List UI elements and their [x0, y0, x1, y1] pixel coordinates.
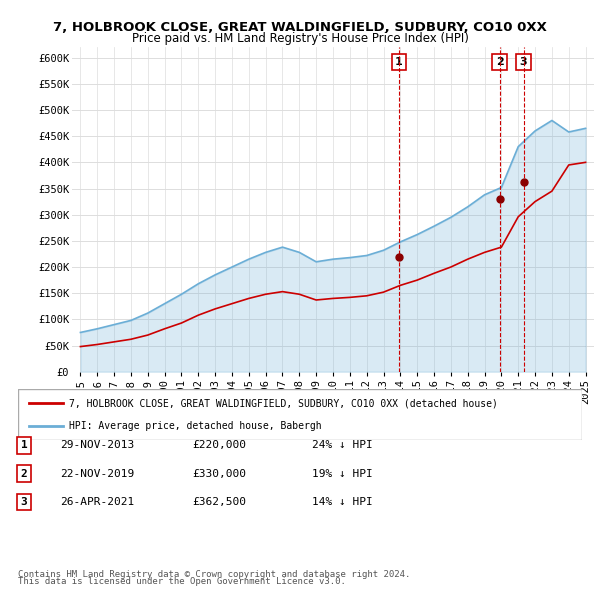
Text: 29-NOV-2013: 29-NOV-2013 — [60, 441, 134, 450]
Text: 3: 3 — [520, 57, 527, 67]
Text: 7, HOLBROOK CLOSE, GREAT WALDINGFIELD, SUDBURY, CO10 0XX: 7, HOLBROOK CLOSE, GREAT WALDINGFIELD, S… — [53, 21, 547, 34]
Text: 2: 2 — [20, 469, 28, 478]
Text: 2: 2 — [496, 57, 503, 67]
Text: 19% ↓ HPI: 19% ↓ HPI — [312, 469, 373, 478]
Text: £362,500: £362,500 — [192, 497, 246, 507]
Text: £330,000: £330,000 — [192, 469, 246, 478]
Text: 26-APR-2021: 26-APR-2021 — [60, 497, 134, 507]
Text: 3: 3 — [20, 497, 28, 507]
Text: £220,000: £220,000 — [192, 441, 246, 450]
Text: This data is licensed under the Open Government Licence v3.0.: This data is licensed under the Open Gov… — [18, 578, 346, 586]
Text: 14% ↓ HPI: 14% ↓ HPI — [312, 497, 373, 507]
Text: 22-NOV-2019: 22-NOV-2019 — [60, 469, 134, 478]
Text: 24% ↓ HPI: 24% ↓ HPI — [312, 441, 373, 450]
Text: Price paid vs. HM Land Registry's House Price Index (HPI): Price paid vs. HM Land Registry's House … — [131, 32, 469, 45]
Text: 1: 1 — [20, 441, 28, 450]
FancyBboxPatch shape — [18, 389, 582, 440]
Text: Contains HM Land Registry data © Crown copyright and database right 2024.: Contains HM Land Registry data © Crown c… — [18, 571, 410, 579]
Text: 7, HOLBROOK CLOSE, GREAT WALDINGFIELD, SUDBURY, CO10 0XX (detached house): 7, HOLBROOK CLOSE, GREAT WALDINGFIELD, S… — [69, 398, 497, 408]
Text: HPI: Average price, detached house, Babergh: HPI: Average price, detached house, Babe… — [69, 421, 322, 431]
Text: 1: 1 — [395, 57, 403, 67]
